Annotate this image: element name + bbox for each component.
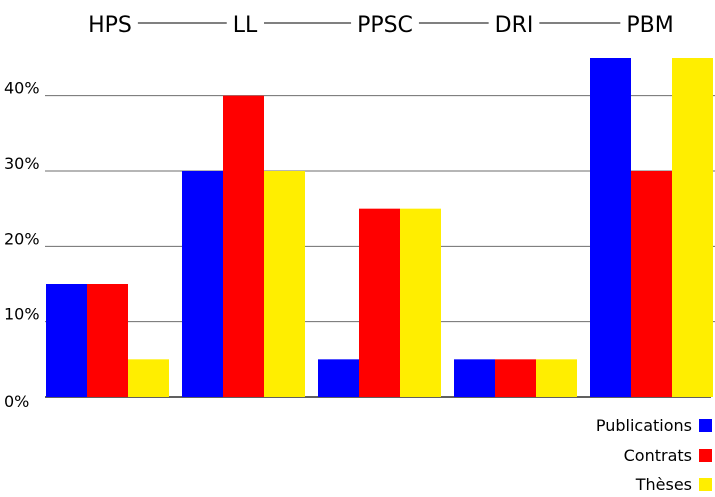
category-label-pbm: PBM: [626, 13, 673, 38]
bar-publications-ppsc: [318, 359, 359, 397]
legend: Publications Contrats Thèses: [596, 416, 712, 494]
bar-publications-ll: [182, 171, 223, 397]
y-tick-label: 10%: [4, 305, 40, 324]
category-label-ll: LL: [233, 13, 258, 38]
bar-publications-hps: [46, 284, 87, 397]
bar-publications-dri: [454, 359, 495, 397]
legend-swatch-publications: [699, 419, 712, 432]
bar-publications-pbm: [590, 58, 631, 397]
y-tick-label: 0%: [4, 392, 29, 411]
bar-contrats-pbm: [631, 171, 672, 397]
legend-label-publications: Publications: [596, 416, 692, 435]
y-tick-label: 40%: [4, 79, 40, 98]
bar-thses-pbm: [672, 58, 713, 397]
legend-swatch-thses: [699, 478, 712, 491]
legend-swatch-contrats: [699, 449, 712, 462]
bar-contrats-dri: [495, 359, 536, 397]
bar-contrats-hps: [87, 284, 128, 397]
bar-thses-hps: [128, 359, 169, 397]
bar-thses-dri: [536, 359, 577, 397]
legend-label-contrats: Contrats: [624, 446, 692, 465]
y-tick-label: 30%: [4, 154, 40, 173]
bar-thses-ppsc: [400, 208, 441, 397]
category-label-ppsc: PPSC: [357, 13, 413, 38]
legend-label-thses: Thèses: [635, 475, 692, 494]
category-label-dri: DRI: [495, 13, 534, 38]
bar-thses-ll: [264, 171, 305, 397]
bars: [46, 58, 713, 398]
category-label-hps: HPS: [88, 13, 132, 38]
bar-contrats-ll: [223, 95, 264, 398]
bar-contrats-ppsc: [359, 208, 400, 397]
y-tick-label: 20%: [4, 229, 40, 248]
category-header: HPS LL PPSC DRI PBM: [88, 13, 674, 38]
y-tick-labels: 0% 10% 20% 30% 40%: [4, 79, 40, 411]
